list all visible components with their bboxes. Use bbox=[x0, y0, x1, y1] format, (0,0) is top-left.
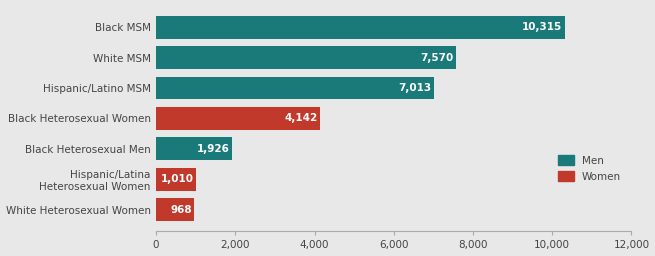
Text: 10,315: 10,315 bbox=[522, 22, 562, 32]
Bar bbox=[156, 77, 434, 100]
Text: 7,570: 7,570 bbox=[421, 53, 453, 63]
Bar bbox=[156, 16, 565, 39]
Text: 968: 968 bbox=[170, 205, 192, 215]
Text: 7,013: 7,013 bbox=[398, 83, 432, 93]
Bar bbox=[156, 46, 456, 69]
Bar bbox=[156, 168, 196, 191]
Text: 1,926: 1,926 bbox=[197, 144, 230, 154]
Bar bbox=[156, 107, 320, 130]
Legend: Men, Women: Men, Women bbox=[553, 150, 626, 187]
Bar bbox=[156, 198, 195, 221]
Text: 1,010: 1,010 bbox=[160, 174, 194, 184]
Bar bbox=[156, 137, 233, 160]
Text: 4,142: 4,142 bbox=[284, 113, 318, 123]
